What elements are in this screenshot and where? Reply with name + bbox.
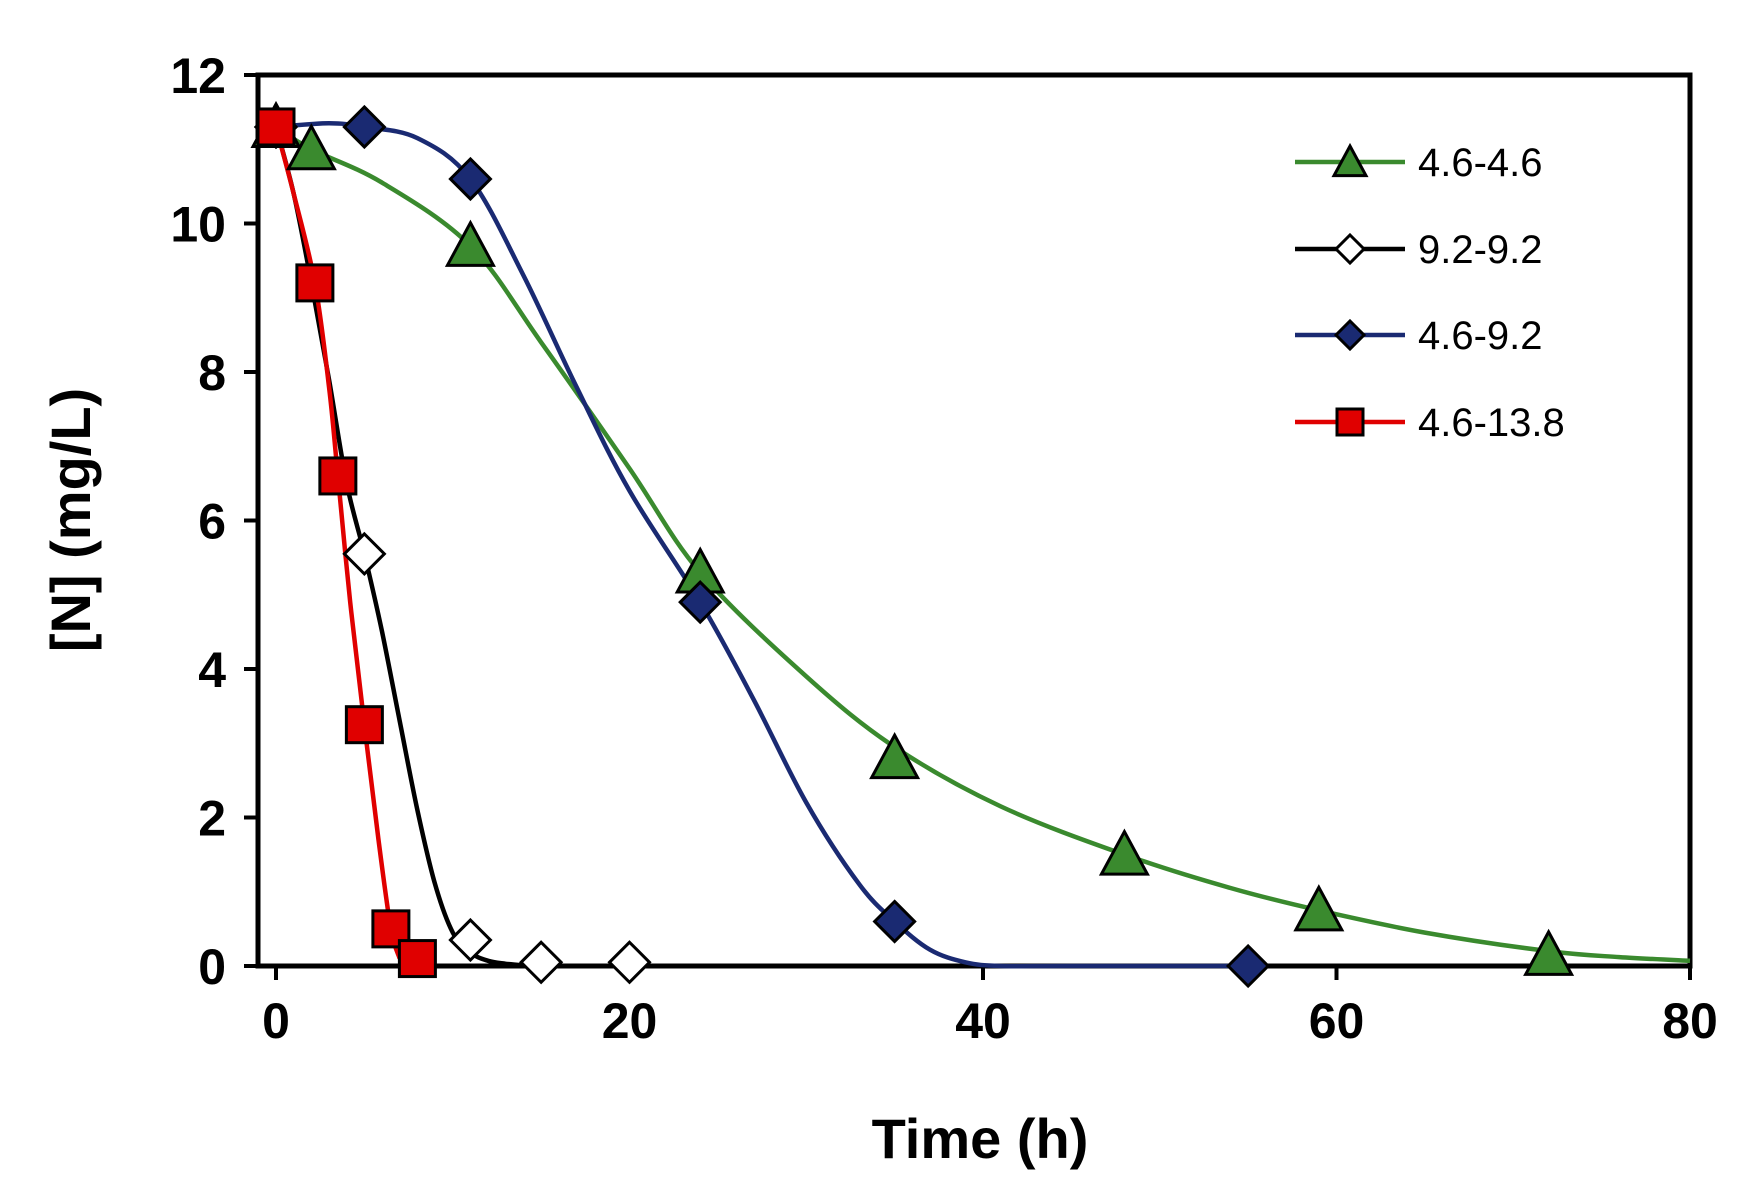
legend-marker: [1333, 232, 1367, 266]
legend-label: 9.2-9.2: [1418, 228, 1543, 272]
y-tick-label: 12: [170, 48, 226, 104]
y-tick-label: 0: [198, 939, 226, 995]
data-point: [519, 940, 564, 985]
data-point: [1098, 828, 1150, 876]
legend-marker: [1335, 407, 1365, 437]
x-tick-label: 80: [1662, 993, 1718, 1049]
data-point: [448, 917, 493, 963]
series-4.6-13.8: [273, 126, 402, 960]
series-4.6-9.2: [275, 121, 1249, 969]
legend-label: 4.6-9.2: [1418, 314, 1543, 358]
data-point: [872, 899, 917, 944]
data-point: [869, 731, 921, 780]
series-line: [273, 126, 402, 960]
y-tick-label: 2: [198, 791, 226, 847]
data-point: [295, 263, 335, 303]
data-point: [1293, 884, 1345, 932]
x-tick-label: 0: [262, 993, 290, 1049]
legend: 4.6-4.6 9.2-9.2 4.6-9.2 4.6-13.8: [1295, 141, 1565, 445]
x-tick-label: 40: [955, 993, 1011, 1049]
legend-marker: [1333, 318, 1367, 352]
x-tick-label: 20: [602, 993, 658, 1049]
data-point: [397, 939, 437, 979]
data-point: [607, 940, 652, 985]
legend-marker: [1331, 142, 1369, 178]
legend-item: 9.2-9.2: [1295, 228, 1543, 272]
data-point: [1523, 928, 1575, 976]
data-point: [256, 107, 296, 147]
y-tick-label: 4: [198, 642, 226, 698]
data-point: [285, 123, 337, 171]
series-markers-4.6-13.8: [256, 107, 437, 979]
y-axis-label: [N] (mg/L): [39, 388, 102, 652]
data-point: [1226, 943, 1271, 989]
series-layer: [250, 100, 1691, 989]
data-point: [678, 580, 723, 625]
y-tick-label: 10: [170, 197, 226, 253]
legend-label: 4.6-4.6: [1418, 141, 1543, 185]
data-point: [318, 456, 358, 496]
data-point: [444, 219, 496, 267]
x-axis-label: Time (h): [872, 1107, 1089, 1170]
data-point: [342, 104, 387, 150]
series-line: [275, 121, 1249, 969]
legend-item: 4.6-13.8: [1295, 401, 1565, 445]
data-point: [344, 705, 384, 745]
legend-item: 4.6-9.2: [1295, 314, 1543, 358]
x-tick-label: 60: [1309, 993, 1365, 1049]
legend-item: 4.6-4.6: [1295, 141, 1543, 185]
data-point: [448, 156, 493, 202]
data-point: [342, 531, 387, 577]
y-tick-label: 6: [198, 494, 226, 550]
legend-label: 4.6-13.8: [1418, 401, 1565, 445]
plot-area: [255, 72, 1693, 969]
axis-ticks: 0 20 40 60 80 0 2 4 6 8 10 12: [170, 48, 1717, 1049]
y-tick-label: 8: [198, 345, 226, 401]
